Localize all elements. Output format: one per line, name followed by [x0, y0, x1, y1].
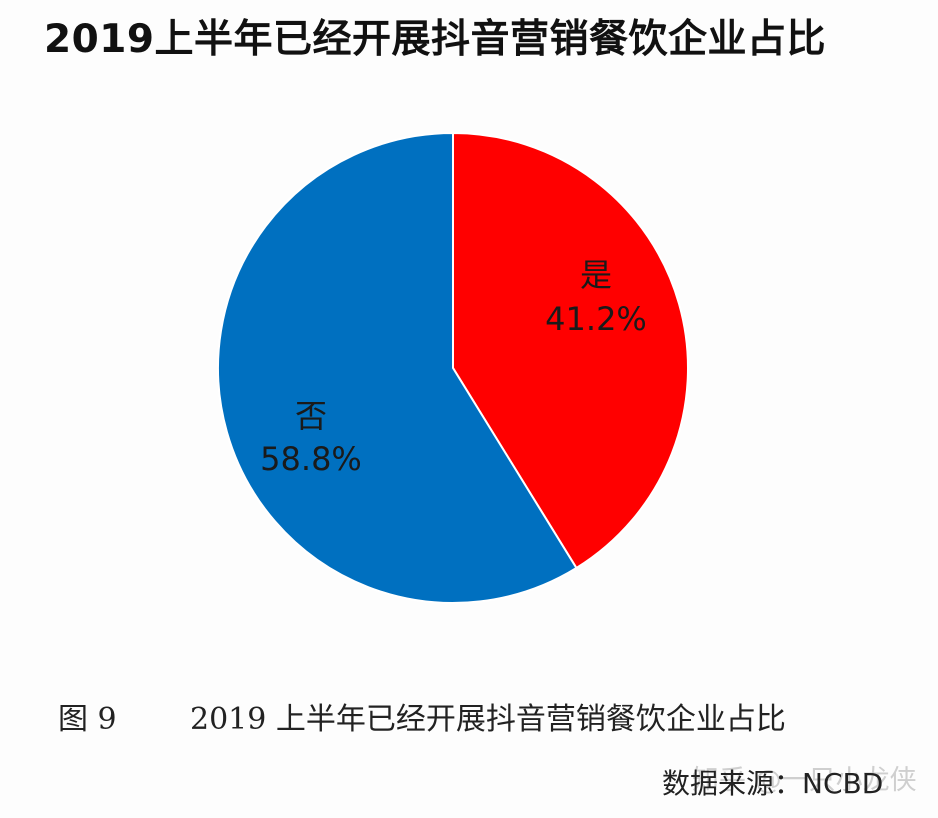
pie-slice-yes [452, 131, 689, 570]
data-source: 数据来源：NCBD [662, 767, 884, 800]
chart-title: 2019上半年已经开展抖音营销餐饮企业占比 [44, 17, 827, 62]
pie-slice-no [217, 131, 578, 604]
slice-value-no: 58.8% [260, 440, 362, 478]
slice-value-yes: 41.2% [545, 300, 647, 338]
figure-number: 图 9 [58, 702, 117, 737]
slice-label-yes: 是 [580, 256, 612, 294]
figure-caption: 图 9 2019 上半年已经开展抖音营销餐饮企业占比 [58, 694, 786, 738]
figure-caption-text: 2019 上半年已经开展抖音营销餐饮企业占比 [190, 702, 786, 737]
slice-label-no: 否 [295, 397, 327, 435]
